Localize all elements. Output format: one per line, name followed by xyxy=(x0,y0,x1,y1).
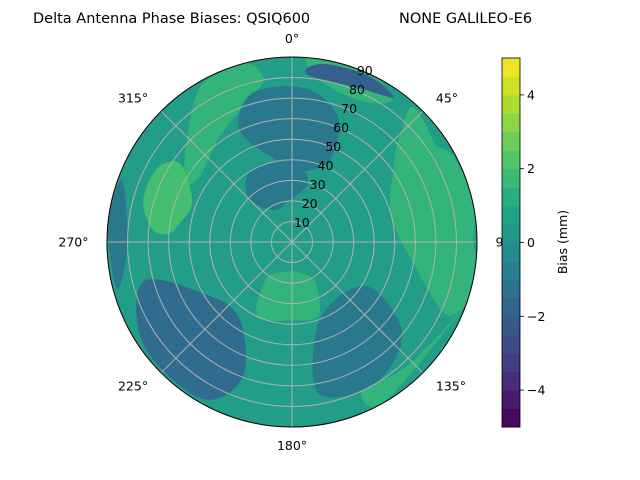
contour-lower-right-rim xyxy=(361,303,468,408)
colorbar-band xyxy=(502,113,520,133)
colorbar-band xyxy=(502,58,520,77)
contour-se-low xyxy=(312,286,403,398)
contour-center-south-high xyxy=(256,271,321,321)
colorbar-tick-label: 2 xyxy=(527,161,535,176)
colorbar-band xyxy=(502,279,520,299)
colorbar-band xyxy=(502,76,520,96)
radial-tick-label: 70 xyxy=(341,101,357,116)
radial-tick-label: 30 xyxy=(310,177,326,192)
colorbar-band xyxy=(502,242,520,262)
theta-tick-label: 180° xyxy=(277,438,307,453)
colorbar-band xyxy=(502,371,520,391)
colorbar-band xyxy=(502,316,520,336)
colorbar-tick-label: 4 xyxy=(527,87,535,102)
colorbar-tick-label: −4 xyxy=(527,383,545,398)
colorbar-band xyxy=(502,260,520,280)
theta-tick-label: 0° xyxy=(285,31,299,46)
theta-tick-label: 45° xyxy=(436,91,458,106)
theta-gridline-45 xyxy=(291,110,424,243)
radial-tick-label: 20 xyxy=(302,196,318,211)
colorbar-band xyxy=(502,297,520,317)
theta-gridline-225 xyxy=(160,241,293,374)
theta-tick-label: 135° xyxy=(436,378,466,393)
polar-outline xyxy=(106,56,478,428)
radial-tick-label: 50 xyxy=(325,139,341,154)
colorbar-band xyxy=(502,334,520,354)
colorbar-label: Bias (mm) xyxy=(555,210,570,274)
chart-title-right: NONE GALILEO-E6 xyxy=(399,11,532,27)
contour-north-low xyxy=(238,86,340,172)
radial-tick-labels: 10 20 30 40 50 60 70 80 90 xyxy=(294,63,373,230)
chart-title-left: Delta Antenna Phase Biases: QSIQ600 xyxy=(33,11,310,27)
colorbar-tick-label: −2 xyxy=(527,309,545,324)
theta-gridline-315 xyxy=(160,110,293,243)
radial-tick-label: 90 xyxy=(357,63,373,78)
radial-tick-label: 80 xyxy=(349,82,365,97)
colorbar-band xyxy=(502,187,520,207)
colorbar-band xyxy=(502,390,520,410)
colorbar-band xyxy=(502,131,520,151)
radial-tick-label: 60 xyxy=(333,120,349,135)
colorbar: −4 −2 0 2 4 xyxy=(501,57,545,428)
contour-sw-low xyxy=(136,279,247,400)
colorbar-band xyxy=(502,168,520,188)
theta-tick-label: 225° xyxy=(118,378,148,393)
colorbar-band xyxy=(502,205,520,225)
theta-tick-label: 315° xyxy=(118,91,148,106)
contour-west-rim-low xyxy=(107,179,128,289)
theta-tick-label: 270° xyxy=(58,235,88,250)
colorbar-band xyxy=(502,224,520,243)
colorbar-band xyxy=(502,353,520,373)
radial-tick-label: 40 xyxy=(318,158,334,173)
contour-left-high xyxy=(143,161,193,235)
radial-tick-label: 10 xyxy=(294,215,310,230)
colorbar-band xyxy=(502,94,520,114)
polar-grid xyxy=(106,56,478,428)
colorbar-band xyxy=(502,408,520,428)
contour-north-rim-low xyxy=(304,63,394,98)
theta-gridline-135 xyxy=(291,241,424,374)
colorbar-tick-label: 0 xyxy=(527,235,535,250)
colorbar-band xyxy=(502,150,520,170)
